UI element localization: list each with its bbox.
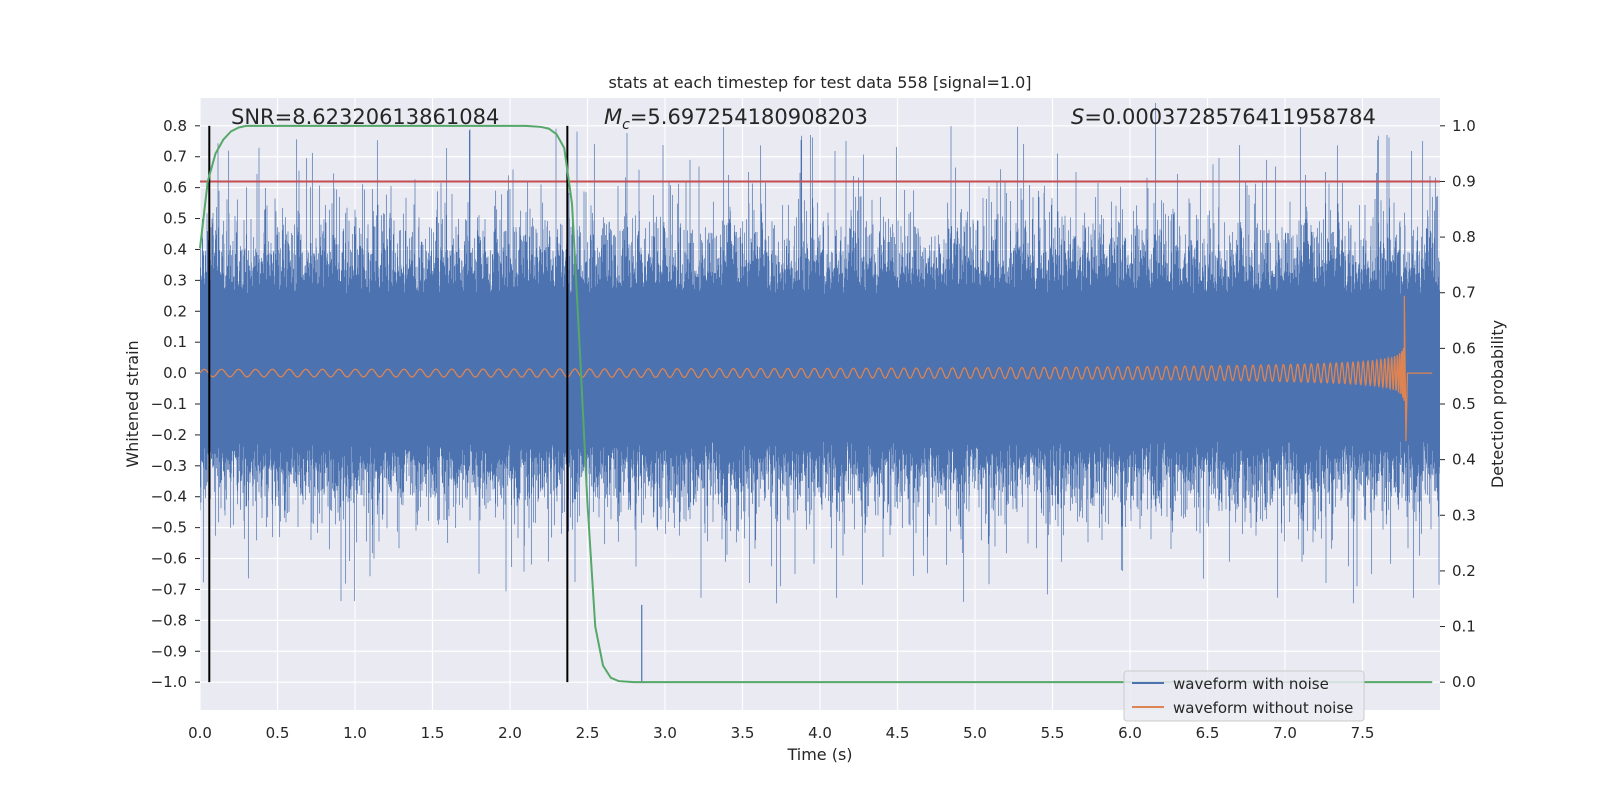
x-tick-label: 6.5 [1196,724,1220,742]
y-tick-label: 0.0 [163,364,187,382]
s-value: =0.0003728576411958784 [1084,105,1376,129]
y2-tick-label: 0.4 [1452,451,1476,469]
y2-tick-label: 0.9 [1452,172,1476,190]
y-tick-label: 0.6 [163,179,187,197]
y-tick-label: −0.1 [151,395,187,413]
y2-tick-label: 0.1 [1452,618,1476,636]
s-annotation: S=0.0003728576411958784 [1071,105,1376,129]
chirp-mass-symbol: M [604,105,622,129]
y2-tick-label: 0.5 [1452,395,1476,413]
y-tick-label: 0.5 [163,210,187,228]
legend-label-clean: waveform without noise [1173,699,1353,717]
s-symbol: S [1071,105,1084,129]
x-tick-label: 3.5 [731,724,755,742]
y-tick-label: −0.8 [151,611,187,629]
x-tick-label: 5.5 [1041,724,1065,742]
chirp-mass-annotation: Mc=5.697254180908203 [604,105,868,133]
y-tick-label: −0.6 [151,550,187,568]
x-tick-label: 3.0 [653,724,677,742]
x-tick-label: 4.0 [808,724,832,742]
y2-tick-label: 0.0 [1452,673,1476,691]
y-tick-label: 0.8 [163,117,187,135]
waveform-without-noise [200,295,1433,442]
y-tick-label: −0.3 [151,457,187,475]
waveform-with-noise [200,103,1440,604]
series-layer [200,103,1440,683]
overlay-layer [199,124,1440,684]
y-axis-label: Whitened strain [123,340,142,467]
axes: 0.0 0.5 1.0 1.5 2.0 2.5 3.0 3.5 4.0 4.5 5.0 5.5 6.0 6… [151,117,1476,742]
y2-tick-label: 0.6 [1452,339,1476,357]
legend-box [1123,670,1365,722]
y-tick-label: 0.4 [163,240,187,258]
y-tick-label: 0.3 [163,271,187,289]
y-tick-label: 0.1 [163,333,187,351]
x-tick-label: 1.5 [421,724,445,742]
x-tick-label: 1.0 [343,724,367,742]
x-tick-label: 5.0 [963,724,987,742]
x-tick-label: 2.0 [498,724,522,742]
y2-tick-label: 0.3 [1452,506,1476,524]
chirp-mass-value: =5.697254180908203 [630,105,868,129]
y-tick-label: −0.9 [151,642,187,660]
y-tick-label: −1.0 [151,673,187,691]
x-axis-label: Time (s) [786,745,852,764]
y-tick-label: −0.4 [151,488,187,506]
chart-title: stats at each timestep for test data 558… [608,73,1031,92]
x-tick-label: 4.5 [886,724,910,742]
y2-tick-label: 0.8 [1452,228,1476,246]
legend: waveform with noise waveform without noi… [1123,670,1365,722]
y2-tick-label: 1.0 [1452,117,1476,135]
legend-label-noise: waveform with noise [1173,675,1329,693]
y-tick-label: 0.7 [163,148,187,166]
y-tick-label: −0.7 [151,580,187,598]
x-tick-label: 7.0 [1273,724,1297,742]
detection-probability-line [199,124,1433,684]
chirp-mass-subscript: c [622,117,630,133]
snr-annotation: SNR=8.62320613861084 [231,105,499,129]
x-tick-label: 0.0 [188,724,212,742]
x-tick-label: 0.5 [266,724,290,742]
x-tick-label: 7.5 [1351,724,1375,742]
y2-tick-label: 0.2 [1452,562,1476,580]
y-tick-label: 0.2 [163,302,187,320]
y2-axis-label: Detection probability [1488,320,1507,488]
y2-tick-label: 0.7 [1452,284,1476,302]
y-tick-label: −0.5 [151,519,187,537]
x-tick-label: 6.0 [1118,724,1142,742]
x-tick-label: 2.5 [576,724,600,742]
y-tick-label: −0.2 [151,426,187,444]
